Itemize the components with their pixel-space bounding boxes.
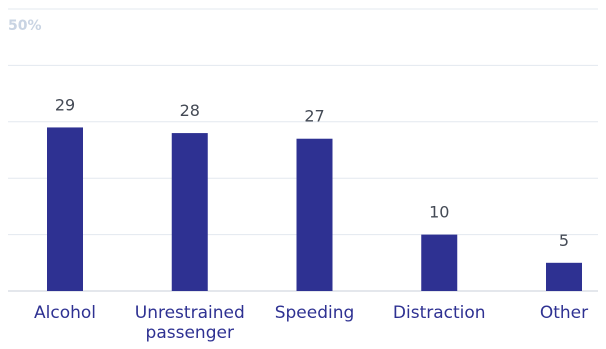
value-labels: 29 28 27 10 5: [55, 95, 569, 249]
bars: [47, 127, 582, 291]
category-label-line: passenger: [146, 323, 234, 343]
bar: [421, 234, 458, 291]
bar: [171, 133, 208, 291]
bar-value-label: 27: [304, 107, 324, 126]
category-label: Alcohol: [34, 303, 96, 323]
category-label: Speeding: [275, 303, 355, 323]
bar: [47, 127, 83, 291]
category-label: Other: [540, 303, 588, 323]
bar-value-label: 5: [559, 231, 569, 250]
bar-value-label: 10: [429, 203, 449, 222]
category-label-line: Speeding: [275, 303, 355, 323]
category-label: Distraction: [393, 303, 486, 323]
bar-value-label: 28: [180, 101, 200, 120]
bar: [546, 262, 582, 291]
category-label: Unrestrained passenger: [135, 303, 245, 343]
bar-value-label: 29: [55, 95, 75, 114]
category-label-line: Unrestrained: [135, 303, 245, 323]
category-label-line: Other: [540, 303, 588, 323]
category-label-line: Alcohol: [34, 303, 96, 323]
category-label-line: Distraction: [393, 303, 486, 323]
bar: [296, 138, 333, 291]
category-labels: Alcohol Unrestrained passenger Speeding Dist…: [34, 303, 588, 343]
y-axis-max-label: 50%: [8, 18, 42, 34]
